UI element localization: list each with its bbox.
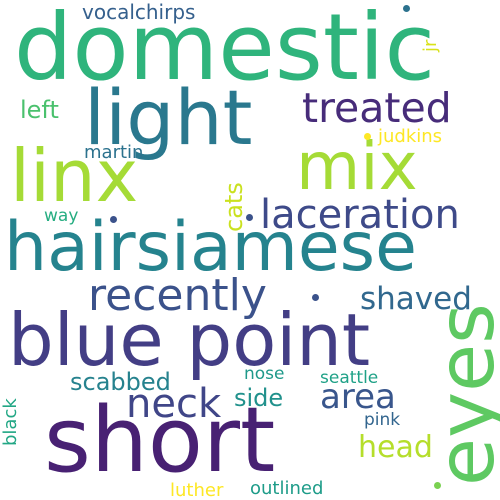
word-outlined: outlined <box>250 478 324 499</box>
word-martin: martin <box>84 142 144 163</box>
word-area: area <box>320 377 396 417</box>
word-pink: pink <box>364 410 401 430</box>
word-black: black <box>0 398 21 446</box>
word-treated: treated <box>302 84 452 132</box>
word-head: head <box>358 430 433 465</box>
dot-speck <box>364 133 371 140</box>
word-light: light <box>84 73 253 162</box>
word-eyes: eyes <box>422 303 500 486</box>
word-blue-point: blue point <box>8 298 371 382</box>
word-left: left <box>20 96 59 124</box>
word-shaved: shaved <box>360 281 472 317</box>
word-mix: mix <box>296 128 418 205</box>
word-nose: nose <box>244 364 285 384</box>
word-recently: recently <box>88 270 267 321</box>
word-vocalchirps: vocalchirps <box>82 0 196 24</box>
word-laceration: laceration <box>260 192 460 238</box>
dot-speck <box>312 294 319 301</box>
word-seattle: seattle <box>320 368 379 388</box>
dot-speck <box>110 216 117 223</box>
dot-speck <box>403 5 410 12</box>
word-judkins: judkins <box>378 126 443 147</box>
word-way: way <box>44 206 79 226</box>
word-cats: cats <box>220 182 248 232</box>
word-scabbed: scabbed <box>70 368 171 396</box>
word-jr: jr <box>420 39 441 52</box>
dot-speck <box>434 482 441 489</box>
dot-speck <box>246 214 253 221</box>
word-luther: luther <box>170 480 224 500</box>
word-linx: linx <box>10 134 139 218</box>
word-hairsiamese: hairsiamese <box>4 208 417 287</box>
word-domestic: domestic <box>14 0 436 101</box>
word-short: short <box>44 388 276 493</box>
word-neck: neck <box>126 381 222 427</box>
word-side: side <box>234 384 284 412</box>
